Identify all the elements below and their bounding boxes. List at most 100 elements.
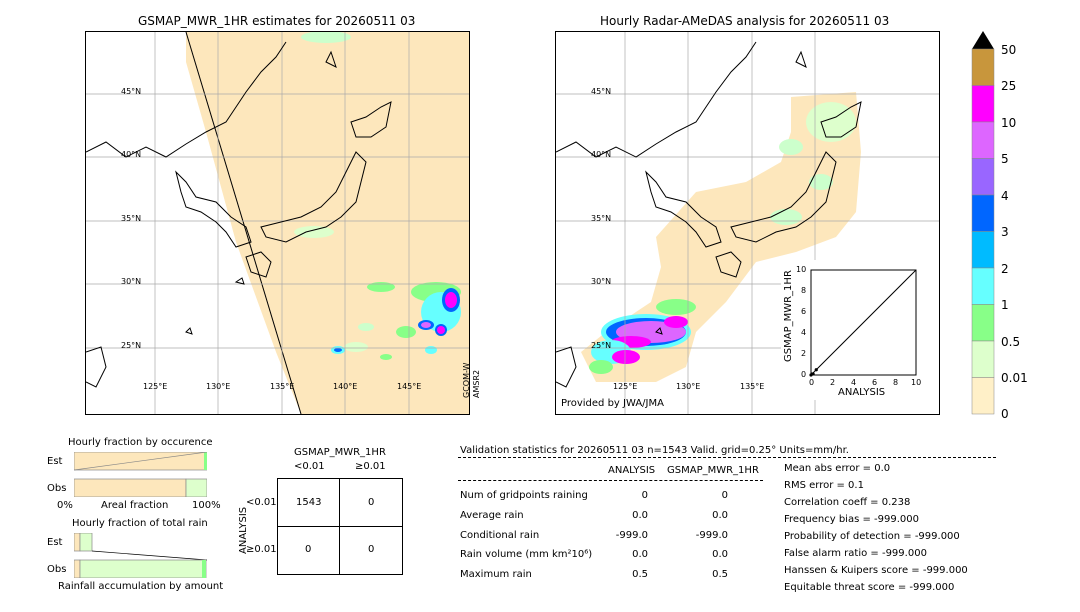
score-hk: Hanssen & Kuipers score = -999.000: [784, 565, 968, 576]
inset-diagonal: [810, 269, 917, 376]
scatter-point: [811, 372, 815, 376]
inset-xtick-6: 6: [872, 378, 878, 387]
score-far: False alarm ratio = -999.000: [784, 548, 927, 559]
contingency-cell-11: 1543: [296, 497, 322, 508]
validation-row-analysis: 0: [641, 490, 648, 501]
validation-header-rule: [458, 457, 996, 458]
left-lat-30: 30°N: [121, 277, 142, 286]
contingency-col1: <0.01: [294, 461, 325, 472]
score-frequency-bias: Frequency bias = -999.000: [784, 514, 919, 525]
left-lon-125: 125°E: [143, 382, 168, 391]
right-map-title: Hourly Radar-AMeDAS analysis for 2026051…: [600, 14, 890, 28]
right-lat-25: 25°N: [591, 341, 612, 350]
colorbar-label-0-01: 0.01: [1001, 371, 1028, 385]
validation-row-gsmap: 0.5: [712, 569, 728, 580]
right-lat-40: 40°N: [591, 150, 612, 159]
colorbar-arrow: [972, 31, 994, 49]
inset-ytick-2: 2: [801, 349, 807, 358]
validation-col-rule: [458, 480, 763, 481]
colorbar-label-2: 2: [1001, 262, 1009, 276]
right-map-grid: [556, 32, 939, 414]
contingency-table: 1543 0 0 0: [277, 478, 403, 575]
left-lat-45: 45°N: [121, 87, 142, 96]
validation-row-analysis: 0.5: [632, 569, 648, 580]
left-map-swath: [186, 32, 469, 414]
left-map-panel: 45°N 40°N 35°N 30°N 25°N 125°E 130°E 135…: [85, 31, 470, 415]
validation-col-analysis: ANALYSIS: [608, 465, 656, 476]
colorbar-band: [971, 231, 995, 269]
validation-col-gsmap: GSMAP_MWR_1HR: [667, 465, 759, 476]
right-map-credit: Provided by JWA/JMA: [561, 398, 664, 409]
colorbar-label-1: 1: [1001, 298, 1009, 312]
occurrence-bars: [74, 452, 207, 497]
inset-ytick-4: 4: [801, 328, 807, 337]
colorbar-label-10: 10: [1001, 116, 1017, 130]
colorbar-band: [971, 194, 995, 232]
total-rain-title: Hourly fraction of total rain: [72, 518, 208, 529]
total-rain-est-label: Est: [47, 537, 63, 548]
colorbar-label-0-5: 0.5: [1001, 335, 1021, 349]
inset-ytick-0: 0: [801, 370, 807, 379]
colorbar-label-5: 5: [1001, 152, 1009, 166]
validation-row-label: Conditional rain: [460, 530, 540, 541]
inset-scatter: 0 2 4 6 8 10 0 2 4 6 8 10 ANALYSIS GSMAP…: [781, 260, 939, 400]
left-map-grid: [86, 32, 469, 414]
inset-xtick-4: 4: [851, 378, 857, 387]
colorbar-label-0: 0: [1001, 407, 1009, 421]
inset-xtick-8: 8: [893, 378, 899, 387]
colorbar-band: [971, 304, 995, 342]
score-rms-error: RMS error = 0.1: [784, 480, 864, 491]
contingency-cell-22: 0: [368, 544, 375, 555]
right-lon-130: 130°E: [676, 382, 701, 391]
left-lat-35: 35°N: [121, 214, 142, 223]
score-mean-abs-error: Mean abs error = 0.0: [784, 463, 891, 474]
left-lat-25: 25°N: [121, 341, 142, 350]
validation-row-analysis: 0.0: [632, 549, 648, 560]
validation-row-gsmap: 0.0: [712, 510, 728, 521]
left-map-side-label-1: GCOM-W: [462, 362, 471, 398]
validation-row-label: Rain volume (mm km²10⁶): [460, 549, 593, 560]
contingency-cell-12: 0: [368, 497, 375, 508]
colorbar-band: [971, 158, 995, 196]
occurrence-axis-left: 0%: [57, 500, 73, 511]
colorbar-band: [971, 377, 995, 415]
colorbar-label-4: 4: [1001, 189, 1009, 203]
inset-xlabel: ANALYSIS: [838, 387, 886, 398]
validation-row-analysis: -999.0: [615, 530, 648, 541]
left-lon-145: 145°E: [397, 382, 422, 391]
occurrence-est-label: Est: [47, 456, 63, 467]
validation-row-gsmap: 0.0: [712, 549, 728, 560]
contingency-cell-21: 0: [305, 544, 312, 555]
validation-row-label: Num of gridpoints raining: [460, 490, 588, 501]
left-map-side-label-2: AMSR2: [472, 369, 481, 398]
occurrence-axis-mid: Areal fraction: [101, 500, 169, 511]
validation-row-label: Average rain: [460, 510, 524, 521]
occurrence-obs-label: Obs: [47, 483, 67, 494]
scatter-point: [814, 368, 818, 372]
validation-row-gsmap: 0: [721, 490, 728, 501]
total-rain-bars: [74, 533, 209, 578]
occurrence-title: Hourly fraction by occurence: [68, 437, 213, 448]
right-lat-45: 45°N: [591, 87, 612, 96]
right-map-coastline: [556, 41, 862, 388]
colorbar-band: [971, 85, 995, 123]
colorbar-band: [971, 267, 995, 305]
colorbar-band: [971, 121, 995, 159]
left-map-title: GSMAP_MWR_1HR estimates for 20260511 03: [138, 14, 416, 28]
validation-row-analysis: 0.0: [632, 510, 648, 521]
validation-row-gsmap: -999.0: [695, 530, 728, 541]
inset-xtick-0: 0: [809, 378, 815, 387]
inset-ytick-8: 8: [801, 286, 807, 295]
inset-xtick-2: 2: [830, 378, 836, 387]
right-map-panel: 45°N 40°N 35°N 30°N 25°N 125°E 130°E 135…: [555, 31, 940, 415]
right-lat-35: 35°N: [591, 214, 612, 223]
colorbar-label-50: 50: [1001, 43, 1017, 57]
left-lat-40: 40°N: [121, 150, 142, 159]
inset-xtick-10: 10: [911, 378, 922, 387]
left-lon-140: 140°E: [333, 382, 358, 391]
contingency-title: GSMAP_MWR_1HR: [294, 447, 386, 458]
validation-header: Validation statistics for 20260511 03 n=…: [460, 445, 849, 456]
left-lon-135: 135°E: [270, 382, 295, 391]
contingency-row1: <0.01: [246, 497, 277, 508]
validation-row-label: Maximum rain: [460, 569, 532, 580]
